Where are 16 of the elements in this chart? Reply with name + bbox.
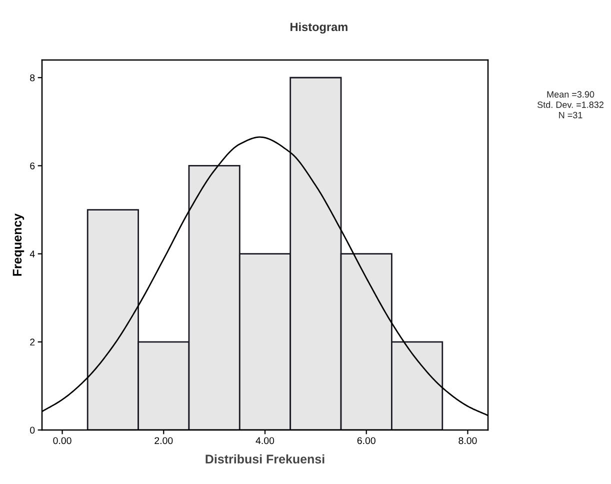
x-axis-title: Distribusi Frekuensi [206, 454, 324, 464]
text: Mean =3.90 [547, 91, 594, 98]
x-tick-label: 2.00 [154, 437, 173, 444]
x-tick-label: 4.00 [256, 437, 274, 444]
text: Std. Dev. =1.832 [538, 101, 604, 108]
x-tick-label: 6.00 [357, 437, 376, 444]
y-tick-label: 2 [30, 338, 35, 346]
y-tick-label: 0 [30, 426, 35, 434]
y-tick-label: 4 [30, 250, 35, 258]
x-tick-label: 8.00 [458, 437, 477, 444]
x-tick-label: 0.00 [53, 437, 72, 444]
y-tick-label: 8 [30, 74, 35, 82]
text: N =31 [559, 112, 582, 118]
chart-title: Histogram [290, 22, 348, 34]
y-tick-label: 6 [30, 162, 35, 170]
y-axis-title: Frequency [12, 213, 24, 276]
